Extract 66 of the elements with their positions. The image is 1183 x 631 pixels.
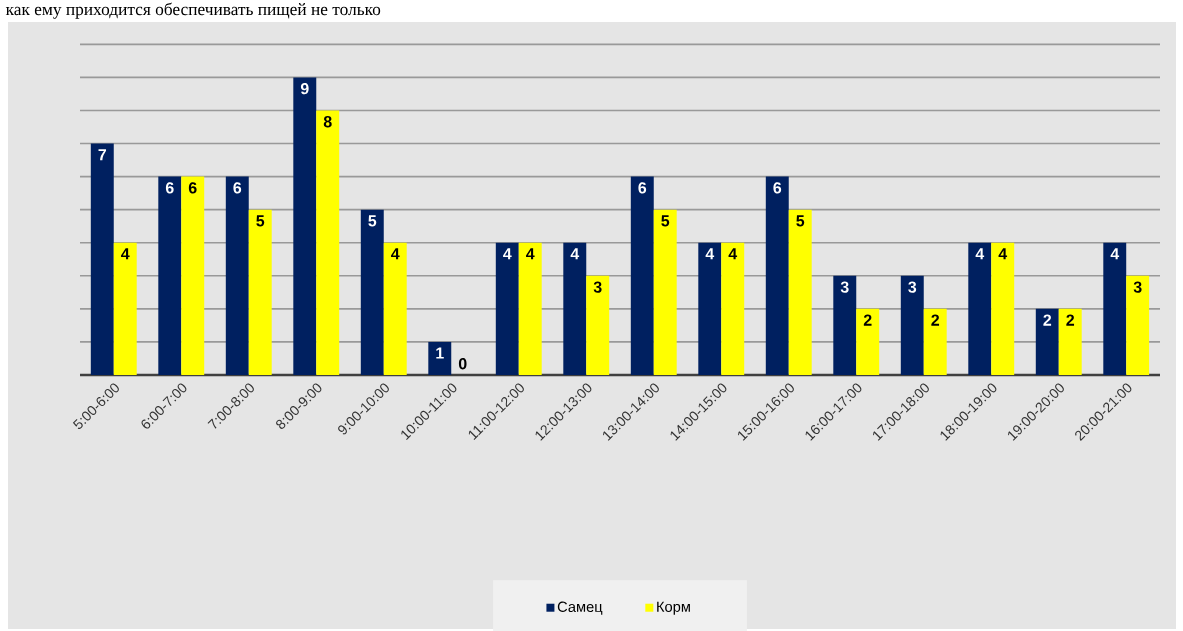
bar bbox=[518, 242, 542, 375]
data-label: 5 bbox=[661, 215, 670, 227]
bar bbox=[833, 275, 857, 375]
bar bbox=[653, 209, 677, 375]
bar bbox=[765, 176, 789, 375]
data-label: 2 bbox=[931, 314, 940, 326]
bar bbox=[923, 308, 947, 375]
legend-label: Корм bbox=[657, 601, 690, 615]
data-label: 4 bbox=[975, 248, 985, 260]
legend-label: Самец bbox=[557, 601, 603, 615]
bar bbox=[721, 242, 745, 375]
data-label: 6 bbox=[773, 182, 782, 194]
bar bbox=[991, 242, 1015, 375]
data-label: 2 bbox=[863, 314, 872, 326]
bar bbox=[360, 209, 384, 375]
data-label: 2 bbox=[1043, 314, 1052, 326]
bar bbox=[225, 176, 249, 375]
data-label: 4 bbox=[1110, 248, 1120, 260]
data-label: 3 bbox=[593, 281, 602, 293]
bar bbox=[248, 209, 272, 375]
data-label: 4 bbox=[705, 248, 715, 260]
data-label: 3 bbox=[908, 281, 917, 293]
data-label: 4 bbox=[526, 248, 535, 260]
data-label: 4 bbox=[121, 248, 130, 260]
bar bbox=[586, 275, 610, 375]
data-label: 1 bbox=[436, 347, 444, 359]
data-label: 4 bbox=[728, 248, 738, 260]
data-label: 8 bbox=[323, 116, 332, 128]
data-label: 6 bbox=[188, 182, 197, 194]
data-label: 5 bbox=[796, 215, 805, 227]
data-label: 4 bbox=[570, 248, 580, 260]
bar bbox=[316, 110, 340, 375]
bar bbox=[1126, 275, 1150, 375]
data-label: 3 bbox=[840, 281, 849, 293]
data-label: 6 bbox=[233, 182, 242, 194]
bar bbox=[293, 77, 317, 375]
data-label: 4 bbox=[998, 248, 1008, 260]
data-label: 9 bbox=[300, 83, 309, 95]
bar bbox=[563, 242, 587, 375]
bar bbox=[968, 242, 992, 375]
bar bbox=[181, 176, 205, 375]
bar bbox=[495, 242, 519, 375]
data-label: 3 bbox=[1133, 281, 1142, 293]
data-label: 4 bbox=[503, 248, 512, 260]
data-label: 5 bbox=[368, 215, 377, 227]
data-label: 5 bbox=[256, 215, 265, 227]
bar bbox=[698, 242, 722, 375]
bar bbox=[788, 209, 812, 375]
data-label: 7 bbox=[98, 149, 107, 161]
bar bbox=[856, 308, 880, 375]
bar bbox=[1035, 308, 1059, 375]
bar bbox=[900, 275, 924, 375]
data-label: 6 bbox=[165, 182, 174, 194]
bar bbox=[630, 176, 654, 375]
bar bbox=[113, 242, 137, 375]
data-label: 4 bbox=[391, 248, 400, 260]
bar bbox=[90, 143, 114, 375]
data-label: 2 bbox=[1066, 314, 1075, 326]
text: как ему приходится обеспечивать пищей не только bbox=[5, 2, 381, 19]
bar bbox=[428, 341, 452, 375]
bar bbox=[1103, 242, 1127, 375]
bar bbox=[383, 242, 407, 375]
data-label: 0 bbox=[458, 358, 467, 370]
data-label: 6 bbox=[638, 182, 647, 194]
bar bbox=[158, 176, 182, 375]
bar bbox=[1058, 308, 1082, 375]
